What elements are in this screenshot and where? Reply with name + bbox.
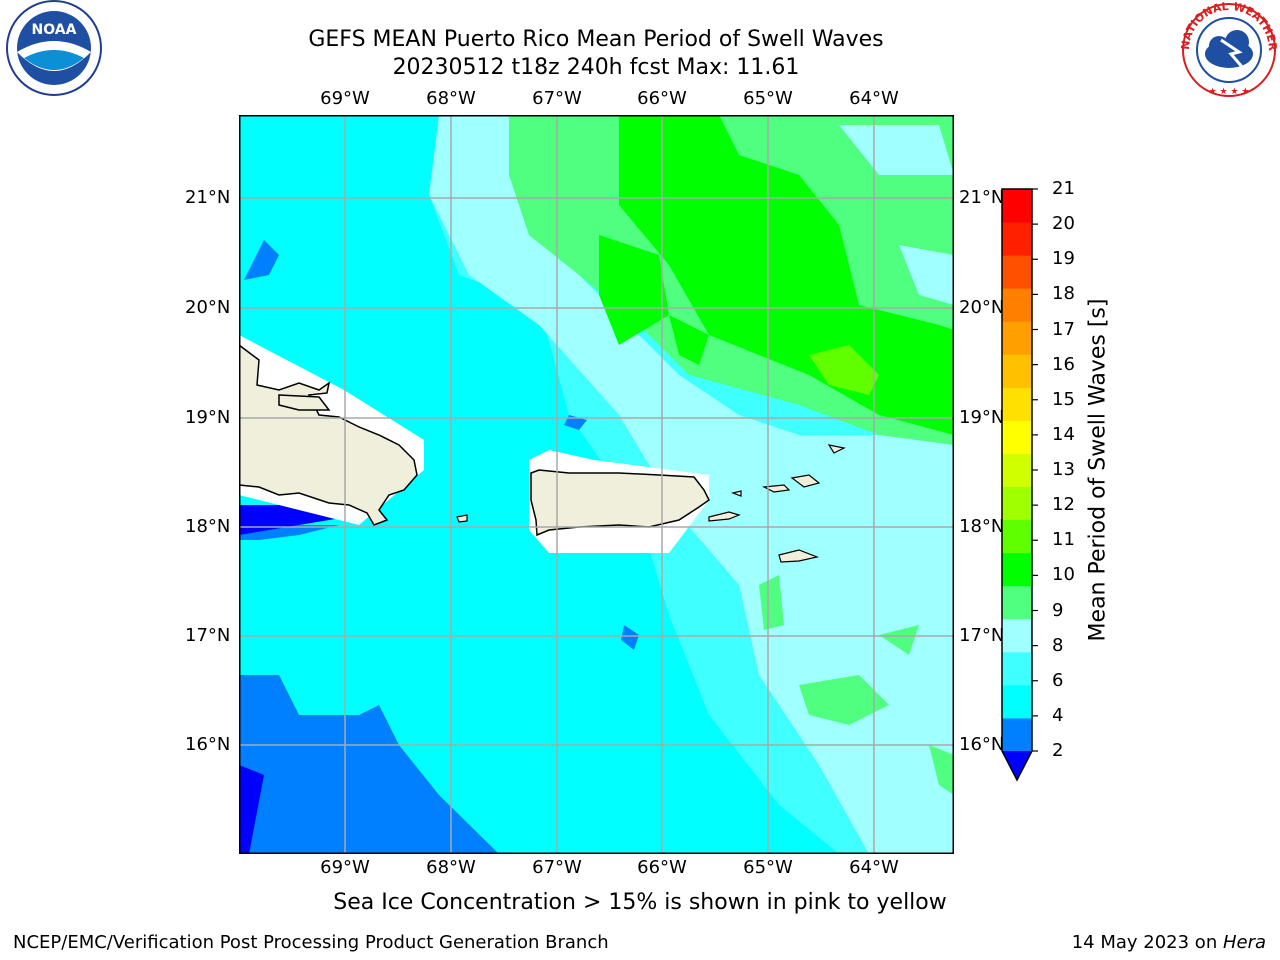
- colorbar-tick-label: 10: [1052, 564, 1075, 586]
- lon-label-bottom: 67°W: [532, 857, 582, 878]
- lon-label-bottom: 64°W: [849, 857, 899, 878]
- lon-label-top: 67°W: [532, 88, 582, 109]
- noaa-logo-text: NOAA: [32, 22, 77, 38]
- colorbar-segment: [1002, 255, 1032, 289]
- colorbar-tick-label: 12: [1052, 494, 1075, 516]
- nws-logo: NATIONAL WEATHER SERVICE ★ ★ ★ ★: [1177, 0, 1279, 97]
- colorbar-segment: [1002, 717, 1032, 752]
- map-subtitle: 20230512 t18z 240h fcst Max: 11.61: [392, 55, 800, 80]
- contour-2-4: [239, 675, 499, 854]
- colorbar-segment: [1002, 453, 1032, 488]
- colorbar-tick-label: 18: [1052, 283, 1075, 305]
- colorbar-segment: [1002, 321, 1032, 355]
- colorbar-segment: [1002, 651, 1032, 686]
- lat-label-right: 16°N: [959, 734, 1005, 755]
- lat-label-left: 18°N: [185, 516, 231, 537]
- sea-ice-caption: Sea Ice Concentration > 15% is shown in …: [333, 890, 947, 915]
- contour-11-12: [809, 345, 879, 395]
- colorbar-segment: [1002, 222, 1032, 256]
- lon-label-bottom: 69°W: [320, 857, 370, 878]
- colorbar-segment: [1002, 684, 1032, 719]
- colorbar-tick-label: 20: [1052, 213, 1075, 235]
- map-frame: [239, 115, 954, 854]
- colorbar-tick-label: 16: [1052, 353, 1075, 375]
- colorbar-segment: [1002, 552, 1032, 587]
- lat-label-right: 20°N: [959, 297, 1005, 318]
- lat-label-right: 21°N: [959, 187, 1005, 208]
- lat-label-left: 20°N: [185, 297, 231, 318]
- colorbar-segment: [1002, 387, 1032, 421]
- footer-credit: NCEP/EMC/Verification Post Processing Pr…: [13, 932, 609, 953]
- footer-host: Hera: [1222, 932, 1266, 953]
- colorbar-segment: [1002, 585, 1032, 620]
- colorbar-tick-label: 19: [1052, 248, 1075, 270]
- svg-text:★ ★ ★ ★: ★ ★ ★ ★: [1209, 87, 1250, 97]
- lat-label-right: 17°N: [959, 625, 1005, 646]
- colorbar-segment: [1002, 288, 1032, 322]
- lat-label-right: 19°N: [959, 407, 1005, 428]
- lon-label-top: 65°W: [743, 88, 793, 109]
- lon-label-top: 66°W: [637, 88, 687, 109]
- lon-label-bottom: 68°W: [426, 857, 476, 878]
- colorbar-segment: [1002, 189, 1032, 223]
- footer-date-text: 14 May 2023 on: [1071, 932, 1223, 953]
- puerto-rico: [530, 469, 710, 537]
- colorbar-segment: [1002, 354, 1032, 388]
- swell-period-map: [239, 115, 954, 854]
- colorbar-tick-label: 8: [1052, 634, 1064, 656]
- colorbar-tick-label: 2: [1052, 740, 1064, 761]
- colorbar-tick-label: 14: [1052, 423, 1075, 445]
- colorbar-tick-label: 11: [1052, 529, 1075, 551]
- lon-label-top: 64°W: [849, 88, 899, 109]
- colorbar-outline: [1001, 188, 1033, 782]
- colorbar-segment: [1002, 618, 1032, 653]
- hispaniola: [239, 344, 418, 526]
- lat-label-left: 16°N: [185, 734, 231, 755]
- colorbar-tick-label: 17: [1052, 318, 1075, 340]
- lon-label-top: 68°W: [426, 88, 476, 109]
- contour-10-11: [619, 115, 954, 435]
- colorbar-tick-label: 13: [1052, 459, 1075, 480]
- colorbar-tick-label: 21: [1052, 178, 1075, 199]
- lat-label-left: 19°N: [185, 407, 231, 428]
- colorbar-extension: [1002, 751, 1032, 780]
- colorbar-label: Mean Period of Swell Waves [s]: [1085, 298, 1111, 642]
- map-title: GEFS MEAN Puerto Rico Mean Period of Swe…: [308, 27, 884, 52]
- graticule: [239, 115, 954, 854]
- lat-label-left: 17°N: [185, 625, 231, 646]
- colorbar-tick-label: 15: [1052, 388, 1075, 410]
- colorbar-segment: [1002, 486, 1032, 521]
- footer-date: 14 May 2023 on Hera: [1072, 932, 1266, 953]
- lon-label-bottom: 66°W: [637, 857, 687, 878]
- colorbar: [1001, 188, 1038, 782]
- colorbar-tick-label: 9: [1052, 599, 1064, 621]
- lon-label-top: 69°W: [320, 88, 370, 109]
- colorbar-tick-label: 6: [1052, 669, 1064, 691]
- lat-label-right: 18°N: [959, 516, 1005, 537]
- colorbar-tick-label: 4: [1052, 704, 1064, 726]
- lon-label-bottom: 65°W: [743, 857, 793, 878]
- lat-label-left: 21°N: [185, 187, 231, 208]
- colorbar-segment: [1002, 519, 1032, 554]
- colorbar-segment: [1002, 420, 1032, 454]
- noaa-logo: NOAA: [6, 0, 102, 96]
